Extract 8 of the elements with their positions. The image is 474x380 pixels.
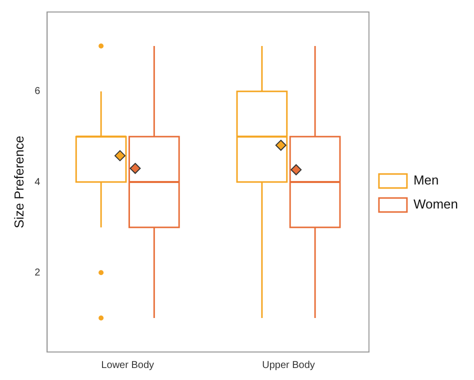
legend-label: Women (413, 196, 458, 212)
y-axis-title: Size Preference (11, 136, 26, 228)
x-tick-label: Lower Body (101, 360, 154, 371)
x-tick-label: Upper Body (262, 360, 315, 371)
legend-label: Men (413, 172, 439, 188)
y-tick-label: 2 (34, 267, 41, 278)
y-tick-label: 6 (34, 86, 41, 98)
y-tick-label: 4 (34, 176, 41, 188)
